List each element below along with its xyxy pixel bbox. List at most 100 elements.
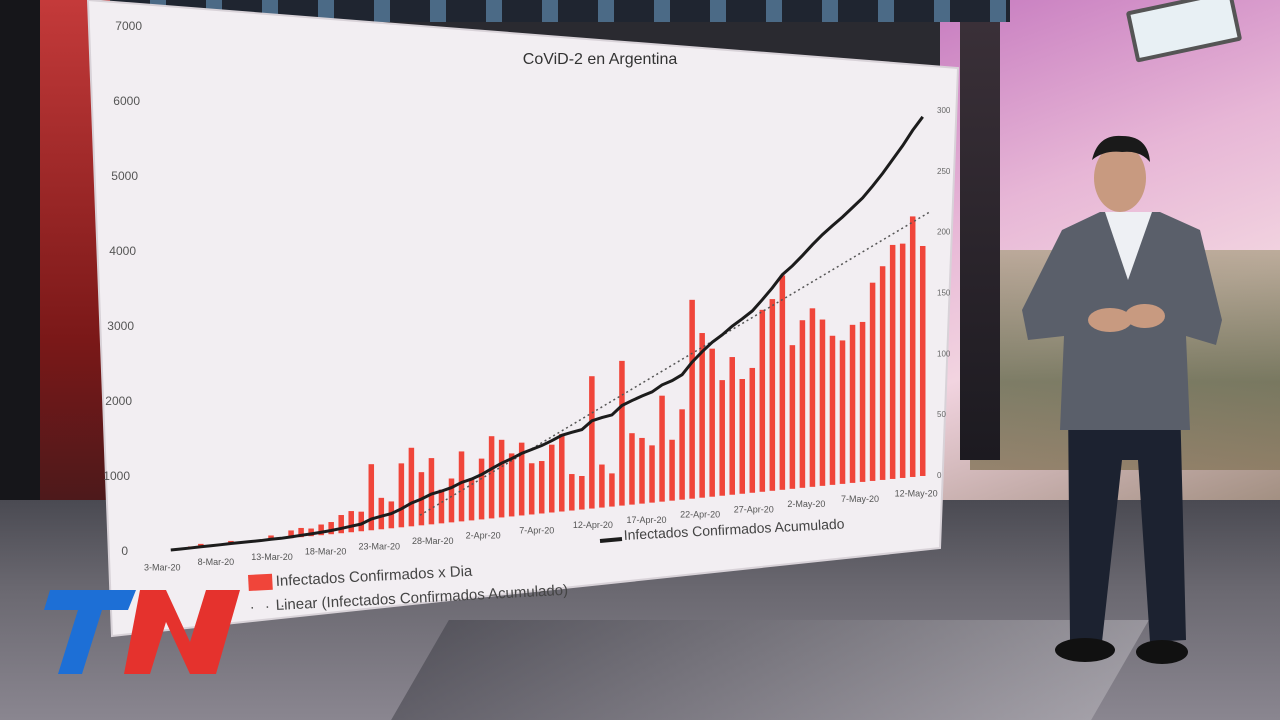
logo-letter-n bbox=[124, 590, 240, 674]
right-axis-tick: 0 bbox=[937, 471, 942, 480]
tn-logo bbox=[44, 590, 240, 674]
bar bbox=[338, 515, 344, 534]
left-axis-tick: 4000 bbox=[109, 244, 136, 258]
presenter-shoe-left bbox=[1055, 638, 1115, 662]
x-axis-tick: 27-Apr-20 bbox=[734, 504, 774, 514]
presenter-hand-left bbox=[1088, 308, 1132, 332]
bar bbox=[408, 447, 415, 527]
bar bbox=[679, 409, 685, 500]
bar bbox=[318, 524, 324, 536]
bar bbox=[358, 511, 365, 532]
x-axis-tick: 12-Apr-20 bbox=[573, 520, 613, 530]
right-axis-tick: 100 bbox=[937, 349, 951, 358]
legend-trend-swatch: · · · bbox=[249, 597, 288, 616]
bar bbox=[589, 376, 595, 509]
bar bbox=[809, 308, 816, 487]
presenter-hand-right bbox=[1125, 304, 1165, 328]
bar bbox=[729, 357, 735, 495]
left-axis-tick: 3000 bbox=[107, 319, 134, 333]
daily-cases-bars bbox=[188, 216, 926, 549]
bar bbox=[478, 458, 485, 520]
x-axis-tick: 18-Mar-20 bbox=[305, 547, 347, 557]
presenter-trousers bbox=[1068, 400, 1186, 642]
left-axis-tick: 2000 bbox=[105, 394, 132, 408]
bar bbox=[579, 475, 585, 510]
bar bbox=[699, 333, 705, 498]
presenter-face bbox=[1094, 144, 1146, 212]
x-axis-tick-labels: 3-Mar-20 8-Mar-20 13-Mar-20 18-Mar-20 23-Mar… bbox=[144, 488, 938, 572]
bar bbox=[398, 463, 405, 528]
x-axis-tick: 13-Mar-20 bbox=[251, 552, 293, 562]
right-axis-tick: 150 bbox=[937, 289, 951, 298]
chart-title: CoViD-2 en Argentina bbox=[523, 51, 678, 68]
presenter bbox=[1022, 135, 1222, 664]
screen-surface bbox=[86, 0, 960, 638]
bar bbox=[649, 445, 655, 503]
bar bbox=[448, 478, 455, 523]
bar bbox=[629, 433, 635, 505]
bar bbox=[879, 266, 886, 480]
x-axis-tick: 17-Apr-20 bbox=[627, 515, 667, 525]
right-axis-tick: 250 bbox=[937, 167, 951, 176]
presenter-shoe-right bbox=[1136, 640, 1188, 664]
bar bbox=[569, 474, 575, 511]
x-axis-tick: 28-Mar-20 bbox=[412, 536, 454, 546]
bar bbox=[789, 345, 796, 489]
bar bbox=[849, 324, 856, 483]
bar bbox=[869, 282, 876, 481]
x-axis-tick: 7-Apr-20 bbox=[519, 525, 554, 535]
bar bbox=[689, 299, 695, 499]
x-axis-tick: 7-May-20 bbox=[841, 494, 879, 504]
left-axis-tick-labels: 0 1000 2000 3000 4000 5000 6000 7000 bbox=[103, 19, 142, 558]
bar bbox=[438, 489, 445, 524]
x-axis-tick: 8-Mar-20 bbox=[198, 557, 235, 567]
bar bbox=[619, 360, 625, 506]
x-axis-tick: 22-Apr-20 bbox=[680, 510, 720, 520]
bar bbox=[829, 335, 836, 485]
bar bbox=[518, 442, 525, 516]
bar bbox=[909, 216, 916, 477]
bar bbox=[508, 453, 515, 517]
presenter-shirt bbox=[1105, 212, 1152, 280]
bar bbox=[719, 380, 725, 496]
left-axis-tick: 7000 bbox=[115, 19, 142, 33]
trend-series-line bbox=[419, 211, 931, 516]
bar bbox=[739, 379, 746, 494]
bar bbox=[659, 395, 665, 502]
bar bbox=[328, 522, 334, 535]
x-axis-tick: 23-Mar-20 bbox=[358, 541, 400, 551]
left-axis-tick: 1000 bbox=[103, 469, 130, 483]
bar bbox=[799, 320, 806, 488]
bar bbox=[889, 244, 896, 479]
bar bbox=[488, 436, 495, 519]
right-axis-tick: 300 bbox=[937, 106, 951, 115]
screen-edge-panel bbox=[960, 20, 1000, 460]
bar bbox=[528, 463, 535, 515]
bar bbox=[348, 511, 354, 533]
bar bbox=[819, 319, 826, 486]
bar bbox=[669, 439, 675, 501]
left-axis-tick: 6000 bbox=[113, 94, 140, 108]
logo-letter-t bbox=[44, 590, 136, 674]
right-axis-tick: 200 bbox=[937, 228, 951, 237]
x-axis-tick: 2-Apr-20 bbox=[466, 531, 501, 541]
legend-line-swatch bbox=[599, 537, 623, 543]
cumulative-series-line bbox=[170, 115, 924, 552]
bar bbox=[599, 464, 605, 508]
bar bbox=[378, 497, 385, 530]
left-axis-tick: 0 bbox=[121, 544, 128, 558]
bar bbox=[779, 275, 786, 490]
linear-trend-line bbox=[419, 211, 931, 516]
bar bbox=[639, 437, 645, 504]
ceiling-rig bbox=[110, 0, 1010, 22]
bar bbox=[368, 464, 375, 531]
bar bbox=[859, 321, 866, 482]
bar bbox=[609, 473, 615, 507]
left-axis-tick: 5000 bbox=[111, 169, 138, 183]
bar bbox=[468, 478, 475, 521]
bar bbox=[919, 245, 926, 476]
bar bbox=[298, 527, 304, 538]
right-axis-tick-labels: 0 50 100 150 200 250 300 bbox=[937, 106, 951, 480]
